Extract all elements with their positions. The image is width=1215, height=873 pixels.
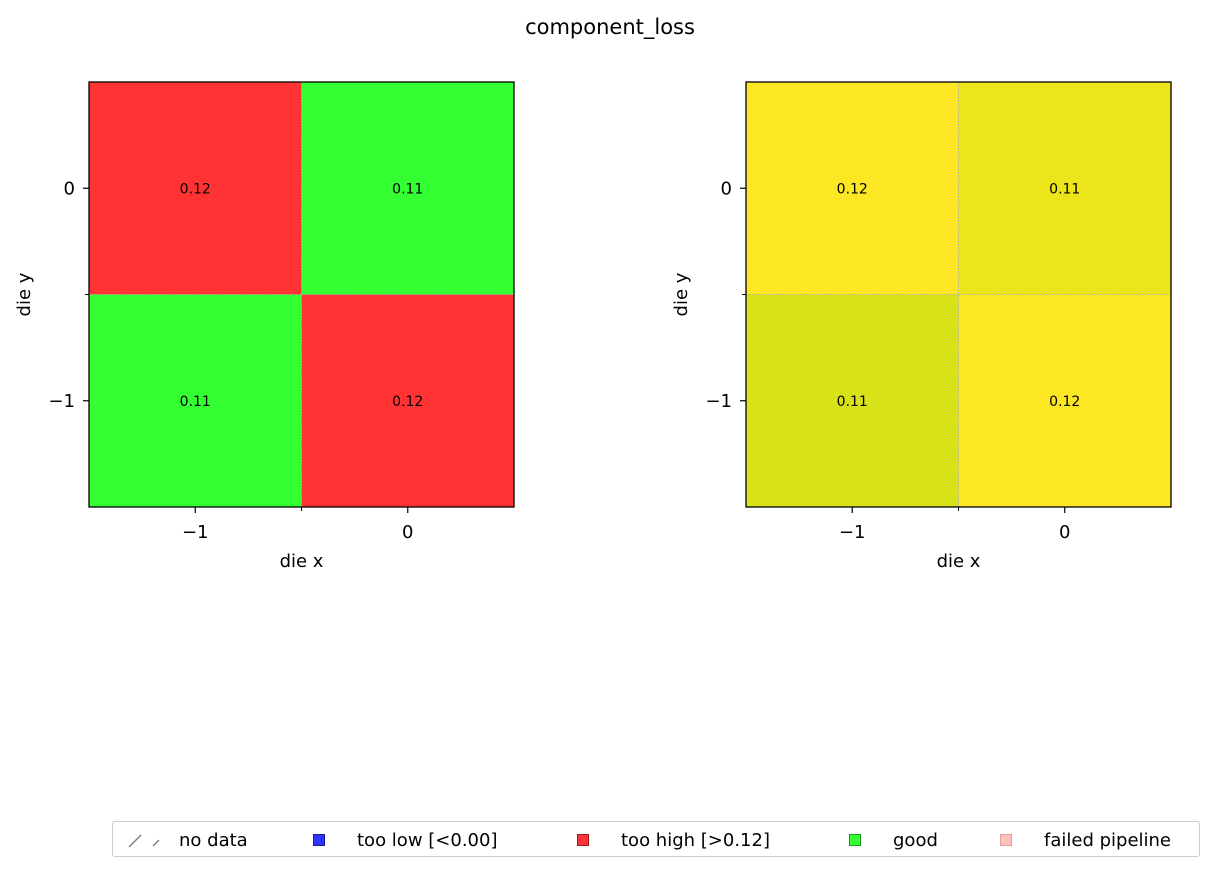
legend-label: too high [>0.12] <box>621 829 770 851</box>
y-axis-label: die y <box>671 272 692 316</box>
legend: no data too low [<0.00] too high [>0.12]… <box>112 821 1200 857</box>
cell-value-label: 0.11 <box>1049 181 1080 197</box>
y-tick-label: −1 <box>705 391 732 412</box>
legend-label: too low [<0.00] <box>357 829 498 851</box>
heatmap-cell <box>958 294 1171 507</box>
too-high-swatch-icon <box>577 834 589 846</box>
legend-label: no data <box>179 829 248 851</box>
heatmap-cell <box>89 294 302 507</box>
good-swatch-icon <box>849 834 861 846</box>
cell-value-label: 0.11 <box>837 394 868 410</box>
legend-label: failed pipeline <box>1044 829 1172 851</box>
x-tick-label: 0 <box>1059 522 1070 543</box>
y-tick-label: −1 <box>48 391 75 412</box>
x-tick-label: −1 <box>839 522 866 543</box>
cell-value-label: 0.11 <box>392 181 423 197</box>
hatch-icon <box>128 834 160 848</box>
cell-value-label: 0.12 <box>837 181 868 197</box>
legend-item-too-high: too high [>0.12] <box>577 822 770 858</box>
heatmap-panel-right: 0.12 0.11 0.11 0.12 −1 0 0 −1 die x die y <box>671 81 1172 572</box>
legend-item-too-low: too low [<0.00] <box>313 822 497 858</box>
heatmap-cell <box>746 82 959 295</box>
heatmap-cell <box>301 82 514 295</box>
legend-label: good <box>893 829 938 851</box>
heatmap-cell <box>746 294 959 507</box>
too-low-swatch-icon <box>313 834 325 846</box>
cell-value-label: 0.11 <box>180 394 211 410</box>
legend-item-no-data: no data <box>127 822 248 858</box>
heatmap-cell <box>958 82 1171 295</box>
y-tick-label: 0 <box>721 178 732 199</box>
cell-value-label: 0.12 <box>392 394 423 410</box>
x-axis-label: die x <box>280 551 324 572</box>
heatmap-panel-left: 0.12 0.11 0.11 0.12 −1 0 0 −1 die x die y <box>14 81 515 572</box>
legend-item-failed-pipeline: failed pipeline <box>1000 822 1171 858</box>
heatmap-cell <box>89 82 302 295</box>
cell-value-label: 0.12 <box>1049 394 1080 410</box>
failed-pipeline-swatch-icon <box>1000 834 1012 846</box>
x-tick-label: −1 <box>182 522 209 543</box>
x-tick-label: 0 <box>402 522 413 543</box>
legend-item-good: good <box>849 822 938 858</box>
y-axis-label: die y <box>14 272 35 316</box>
y-tick-label: 0 <box>64 178 75 199</box>
figure-title: component_loss <box>525 15 695 40</box>
cell-value-label: 0.12 <box>180 181 211 197</box>
x-axis-label: die x <box>937 551 981 572</box>
heatmap-cell <box>301 294 514 507</box>
